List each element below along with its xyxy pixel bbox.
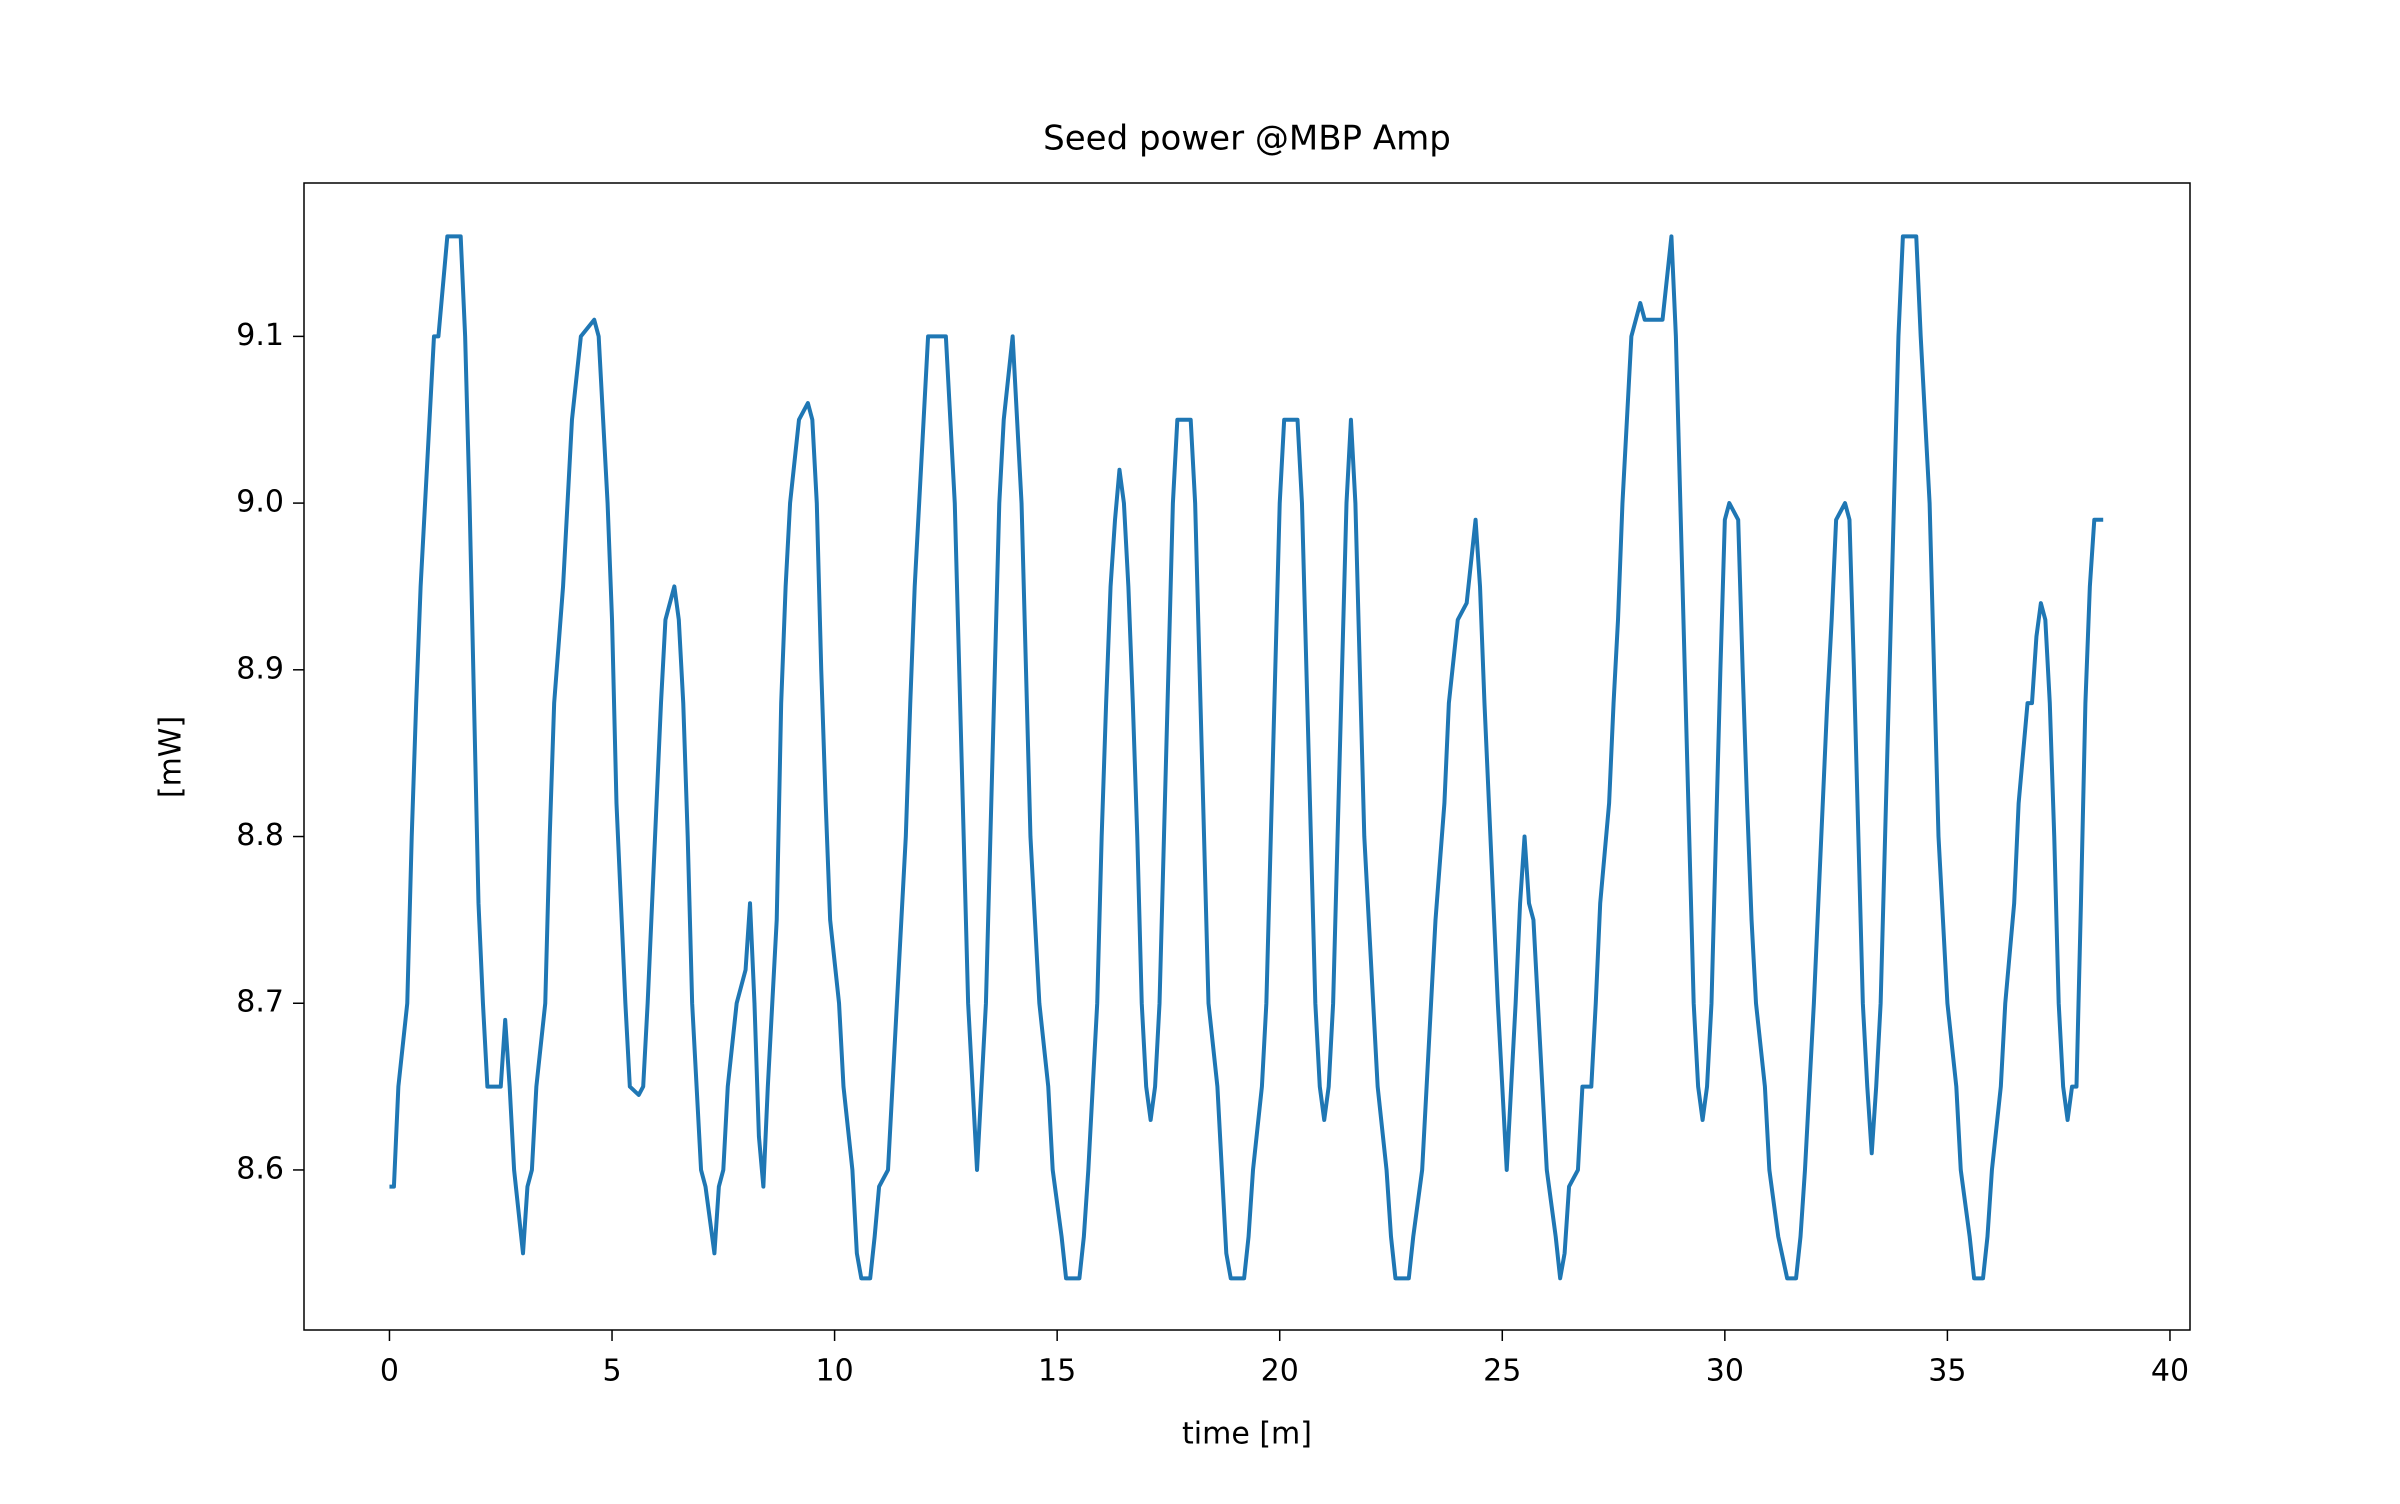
chart-title: Seed power @MBP Amp — [1043, 119, 1451, 159]
y-tick-label: 9.1 — [236, 318, 284, 353]
x-tick-label: 15 — [1038, 1354, 1076, 1389]
x-tick-label: 30 — [1706, 1354, 1744, 1389]
y-axis-label: [mW] — [154, 716, 189, 798]
y-tick-label: 8.8 — [236, 818, 284, 853]
x-tick-label: 5 — [602, 1354, 621, 1389]
plot-frame — [303, 182, 2191, 1331]
y-tick-label: 8.9 — [236, 651, 284, 686]
y-tick-label: 8.6 — [236, 1151, 284, 1186]
x-axis-label: time [m] — [1182, 1417, 1312, 1452]
y-tick-label: 8.7 — [236, 985, 284, 1020]
data-line — [389, 234, 2104, 1281]
x-tick-label: 20 — [1261, 1354, 1299, 1389]
x-tick-label: 35 — [1928, 1354, 1966, 1389]
y-tick-label: 9.0 — [236, 485, 284, 520]
x-tick-label: 25 — [1483, 1354, 1521, 1389]
x-tick-label: 10 — [815, 1354, 853, 1389]
x-tick-label: 0 — [380, 1354, 399, 1389]
x-tick-label: 40 — [2151, 1354, 2189, 1389]
